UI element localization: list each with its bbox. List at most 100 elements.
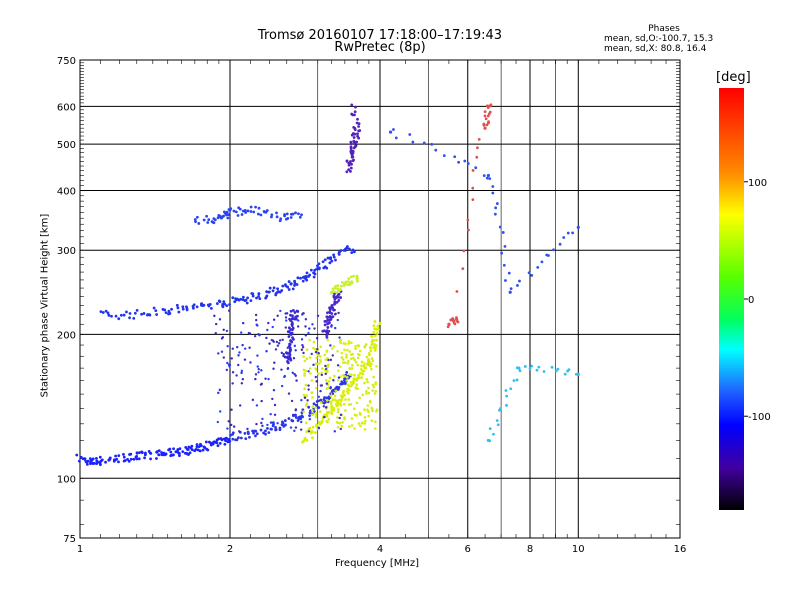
data-point <box>345 353 348 356</box>
data-point <box>273 413 277 416</box>
data-point <box>278 339 282 342</box>
data-point <box>368 364 372 368</box>
data-point <box>225 368 229 372</box>
data-point <box>343 348 346 352</box>
data-point <box>294 416 298 419</box>
data-point <box>374 327 378 331</box>
data-point <box>498 225 502 229</box>
data-point <box>312 402 316 406</box>
data-point <box>315 267 319 271</box>
data-point <box>328 376 332 380</box>
y-tick-label: 300 <box>57 246 76 257</box>
data-point <box>357 374 360 377</box>
data-point <box>356 387 359 390</box>
data-point <box>325 387 329 390</box>
y-tick-label: 600 <box>57 102 76 113</box>
data-point <box>224 439 227 443</box>
data-point <box>218 388 222 392</box>
data-point <box>352 407 356 410</box>
data-point <box>301 343 304 347</box>
data-point <box>363 408 366 412</box>
data-point <box>457 160 460 164</box>
data-point <box>167 309 171 313</box>
data-point <box>83 457 86 461</box>
data-point <box>253 334 257 338</box>
data-point <box>315 337 319 340</box>
data-point <box>337 311 340 315</box>
data-point <box>309 268 313 272</box>
data-point <box>363 416 367 419</box>
data-point <box>212 221 216 225</box>
data-point <box>243 358 247 361</box>
data-point <box>270 215 273 219</box>
data-point <box>504 279 507 282</box>
data-point <box>349 357 353 360</box>
data-point <box>358 353 361 357</box>
data-point <box>358 411 362 415</box>
data-point <box>296 276 300 280</box>
data-point <box>375 332 379 335</box>
data-point <box>343 417 346 421</box>
data-point <box>446 325 450 329</box>
data-point <box>192 303 196 307</box>
data-point <box>336 403 340 407</box>
data-point <box>329 394 333 398</box>
data-point <box>304 421 308 425</box>
data-point <box>328 261 332 265</box>
data-point <box>305 430 309 434</box>
data-point <box>314 350 318 354</box>
data-point <box>351 248 355 252</box>
data-point <box>516 284 519 287</box>
data-point <box>371 383 375 387</box>
data-point <box>536 265 540 269</box>
data-point <box>350 364 354 367</box>
data-point <box>249 210 253 213</box>
data-point <box>376 324 380 328</box>
data-point <box>318 410 322 413</box>
data-point <box>273 361 276 364</box>
data-point <box>342 389 345 393</box>
data-point <box>350 424 354 427</box>
data-point <box>276 287 280 291</box>
data-point <box>345 159 349 163</box>
data-point <box>254 205 257 209</box>
y-tick-label: 750 <box>57 56 76 67</box>
data-point <box>359 367 363 371</box>
data-point <box>290 321 294 324</box>
data-point <box>315 400 319 403</box>
data-point <box>272 367 275 370</box>
y-tick-label: 500 <box>57 140 76 151</box>
data-point <box>314 406 317 409</box>
data-point <box>280 351 284 355</box>
data-point <box>280 384 284 388</box>
data-point <box>193 449 197 453</box>
data-point <box>287 326 291 330</box>
data-point <box>271 421 275 425</box>
data-point <box>108 456 112 460</box>
data-point <box>331 398 335 401</box>
data-point <box>372 375 375 379</box>
data-point <box>338 398 341 402</box>
data-point <box>275 340 279 344</box>
data-point <box>135 455 139 458</box>
data-point <box>309 430 313 433</box>
data-point <box>366 380 369 384</box>
data-point <box>244 298 248 302</box>
data-point <box>98 455 102 459</box>
data-point <box>303 437 307 441</box>
data-point <box>240 213 244 216</box>
x-tick-label: 6 <box>465 544 471 555</box>
data-point <box>317 353 320 357</box>
data-point <box>317 372 320 375</box>
data-point <box>290 399 294 403</box>
data-point <box>370 407 374 411</box>
data-point <box>135 451 139 455</box>
data-point <box>348 247 351 251</box>
data-point <box>181 307 185 311</box>
data-point <box>241 343 244 347</box>
data-point <box>462 249 466 253</box>
data-point <box>336 379 340 382</box>
data-point <box>135 457 139 461</box>
data-point <box>321 367 324 370</box>
data-point <box>312 275 316 279</box>
